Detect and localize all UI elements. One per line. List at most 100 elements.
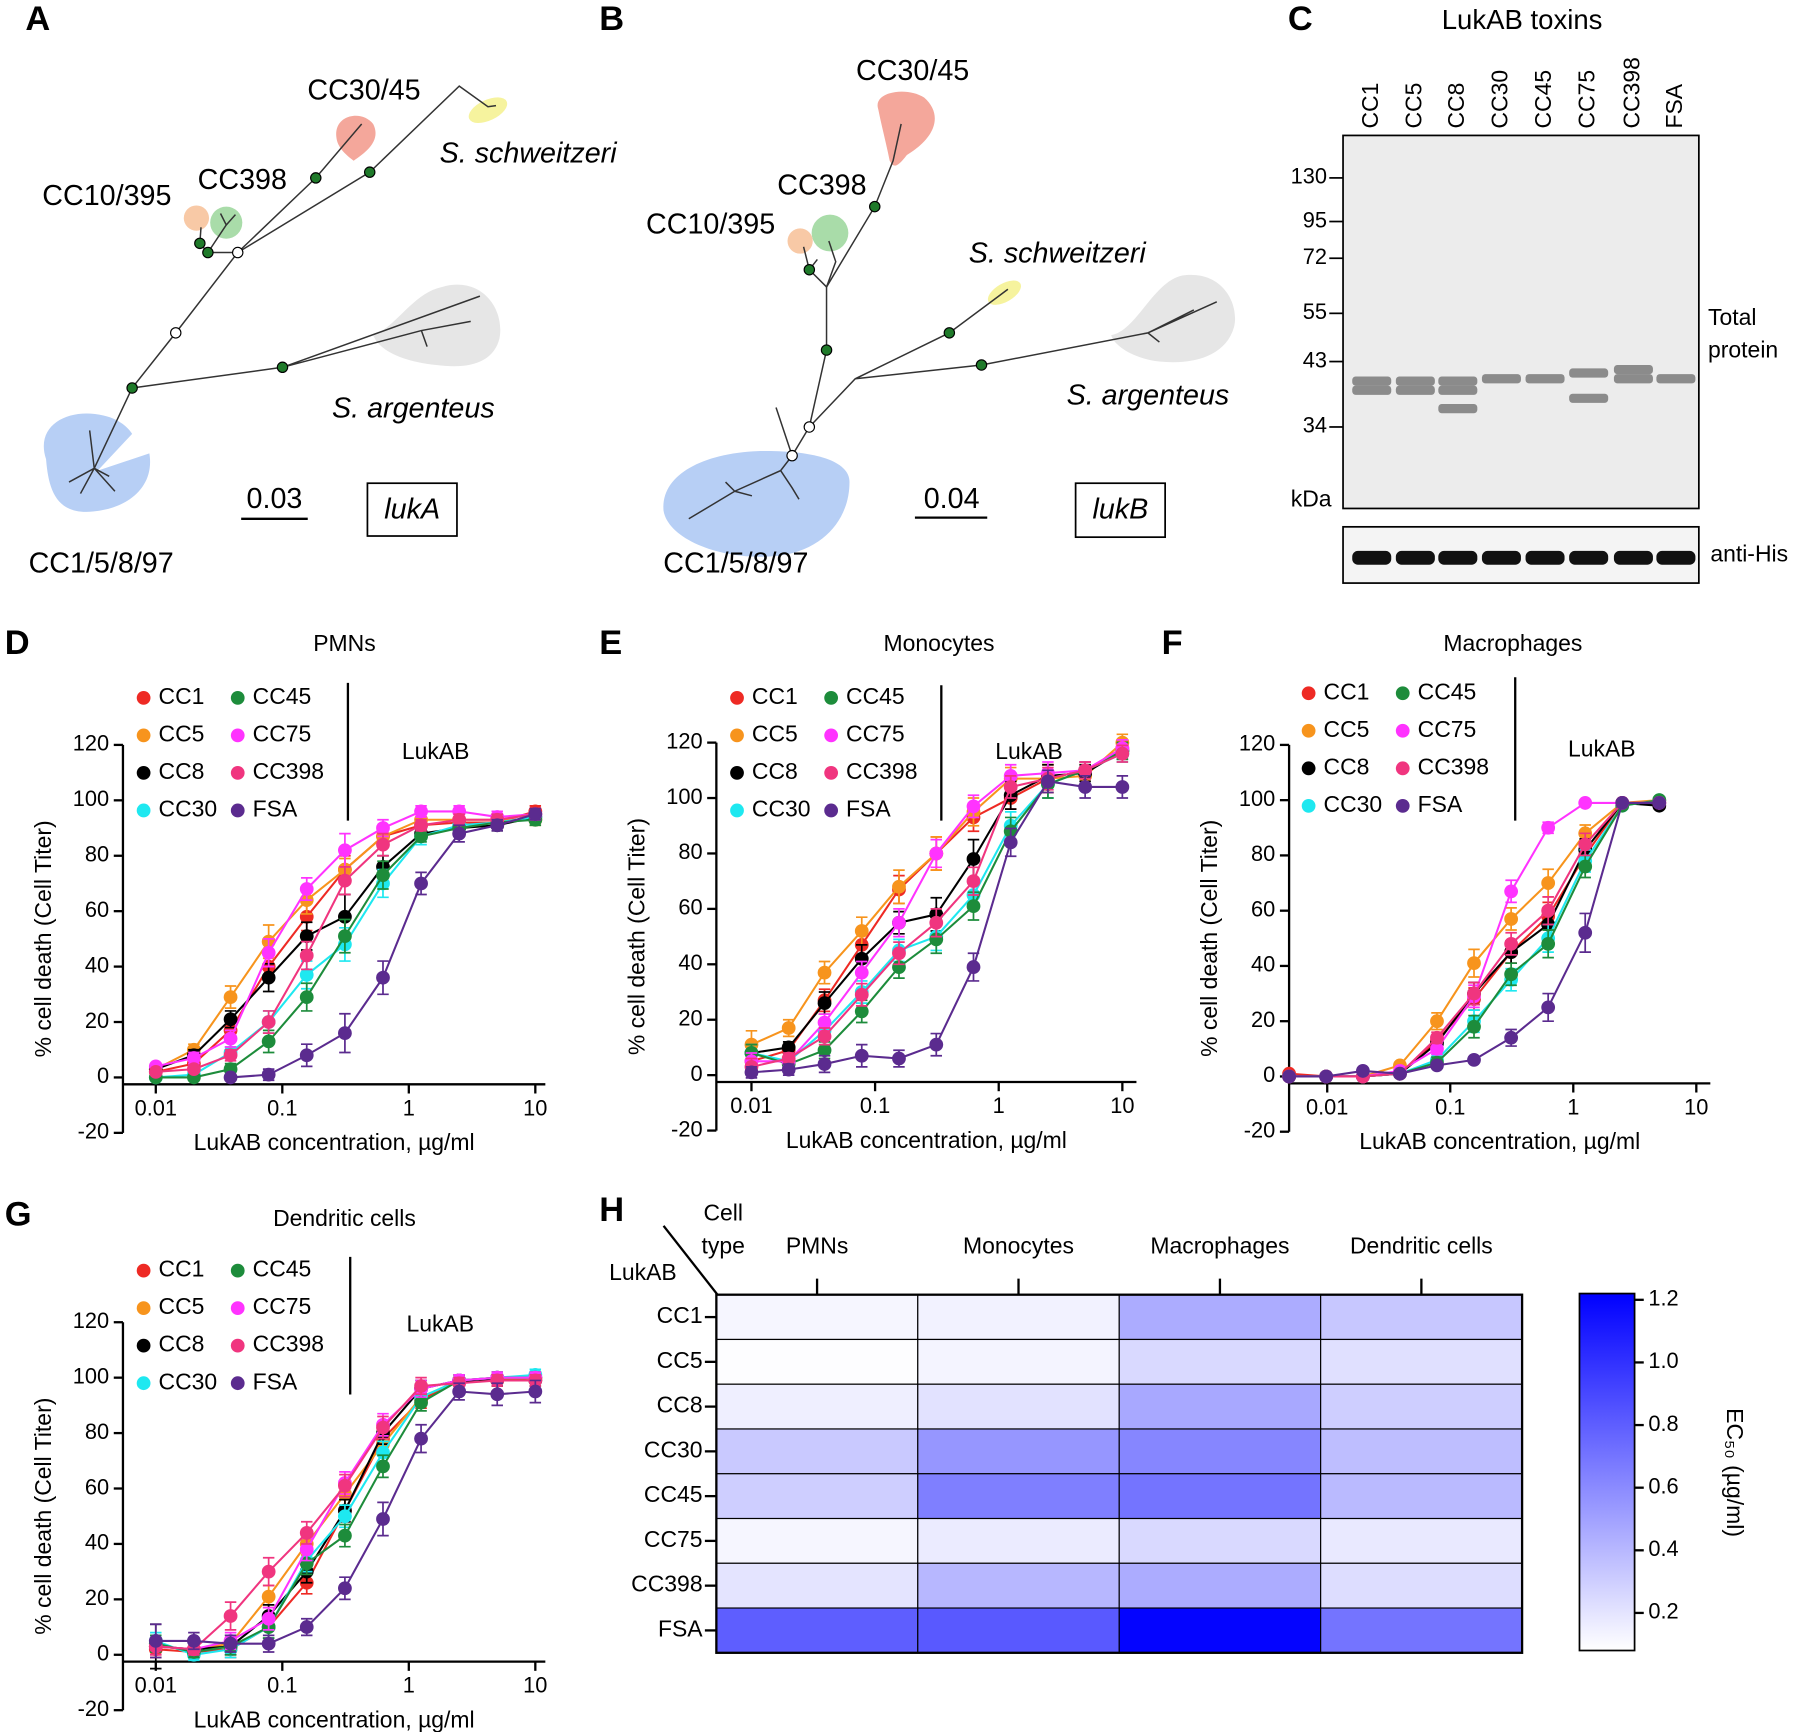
y-tick-label: 20 <box>678 1005 702 1030</box>
data-point <box>223 1012 238 1027</box>
legend-label: CC1 <box>752 683 798 709</box>
data-point <box>414 829 428 844</box>
tree-b: CC30/45 S. schweitzeri CC398 CC10/395 S.… <box>646 55 1236 579</box>
col-label: PMNs <box>786 1233 848 1259</box>
legend-marker <box>730 766 744 780</box>
data-point <box>1578 837 1593 852</box>
legend-marker <box>136 690 151 705</box>
x-tick-label: 0.01 <box>1306 1094 1348 1119</box>
legend-marker <box>230 728 245 743</box>
marker-label: 34 <box>1303 413 1327 438</box>
heat-cell <box>1320 1473 1523 1520</box>
data-point <box>1467 1052 1481 1067</box>
heat-cell <box>1320 1562 1523 1609</box>
data-point <box>299 1542 314 1557</box>
data-point <box>148 1634 163 1648</box>
legend-label: CC45 <box>253 1256 312 1282</box>
legend-marker <box>230 1301 245 1316</box>
data-point <box>892 946 906 961</box>
y-tick-label: 80 <box>85 842 109 867</box>
blot-band <box>1438 550 1478 565</box>
y-tick-label: 60 <box>678 895 702 920</box>
legend-label: CC75 <box>253 720 312 746</box>
lane-label: CC1 <box>1357 83 1383 129</box>
clade-label: CC30/45 <box>307 74 420 106</box>
legend-marker <box>824 728 839 743</box>
series-line <box>751 741 1124 1046</box>
y-tick-label: 0 <box>97 1063 109 1088</box>
legend-label: CC75 <box>846 720 905 746</box>
legend-label: FSA <box>846 796 891 822</box>
line-chart: Monocytes -20 0 20 40 60 80 100 120 0.01 0.1 1 10 Luk… <box>623 630 1137 1153</box>
data-point <box>1430 1030 1444 1045</box>
data-point <box>854 1004 869 1019</box>
col-title: type <box>702 1233 745 1259</box>
line-chart: Dendritic cells -20 0 20 40 60 80 100 120 0.01 0.1… <box>30 1205 547 1732</box>
clade-blob <box>787 228 813 254</box>
line-chart: PMNs -20 0 20 40 60 80 100 120 0.01 0.1 1 10 LukAB co… <box>30 630 547 1155</box>
x-tick-label: 0.01 <box>135 1673 177 1698</box>
clade-blob <box>1111 274 1236 363</box>
legend-marker <box>136 1376 151 1391</box>
clade-label: CC398 <box>777 170 866 202</box>
data-point <box>817 1043 832 1058</box>
data-point <box>1003 835 1018 850</box>
y-tick-label: 80 <box>85 1419 109 1444</box>
lane-label: CC5 <box>1400 83 1426 129</box>
y-axis-label: % cell death (Cell Titer) <box>30 820 56 1057</box>
data-point <box>1282 1069 1296 1084</box>
x-axis-label: LukAB concentration, µg/ml <box>194 1706 475 1732</box>
heat-cell <box>1320 1338 1523 1385</box>
blot-label: anti-His <box>1710 541 1788 567</box>
panel-label: E <box>599 624 622 662</box>
heat-cell <box>917 1428 1120 1475</box>
gel-title: LukAB toxins <box>1442 4 1603 35</box>
legend-label: CC1 <box>159 683 205 709</box>
x-tick-label: 0.1 <box>1435 1094 1465 1119</box>
x-tick-label: 1 <box>403 1095 415 1120</box>
data-point <box>148 1065 163 1079</box>
colorbar-tick-label: 0.6 <box>1648 1473 1678 1498</box>
data-point <box>817 1015 832 1030</box>
y-tick-label: 0 <box>97 1641 109 1666</box>
gel-band <box>1613 374 1653 384</box>
y-axis-label: % cell death (Cell Titer) <box>623 818 649 1055</box>
heat-cell <box>1118 1607 1322 1654</box>
legend-label: CC398 <box>846 758 917 784</box>
legend-marker <box>1301 798 1316 813</box>
y-tick-label: -20 <box>1244 1117 1276 1142</box>
legend-title: LukAB <box>1568 736 1636 762</box>
branch <box>93 123 363 469</box>
row-label: CC8 <box>657 1392 703 1418</box>
data-point <box>299 1048 314 1063</box>
data-point <box>781 1062 796 1077</box>
x-axis-label: LukAB concentration, µg/ml <box>1359 1128 1640 1154</box>
branch <box>725 407 800 500</box>
data-point <box>414 818 428 833</box>
data-point <box>1430 1058 1444 1073</box>
node <box>126 382 138 394</box>
y-tick-label: 60 <box>1251 896 1275 921</box>
legend-label: CC75 <box>253 1293 312 1319</box>
gel-side-label: Total <box>1708 304 1756 330</box>
lane-label: CC45 <box>1530 70 1556 129</box>
data-point <box>1393 1066 1407 1081</box>
data-point <box>1467 1019 1481 1034</box>
clade-label: S. schweitzeri <box>440 138 619 170</box>
y-tick-label: 0 <box>1263 1062 1275 1087</box>
legend-label: CC5 <box>159 1293 205 1319</box>
legend-marker <box>730 803 744 818</box>
data-point <box>223 1609 238 1623</box>
data-point <box>1430 1041 1444 1056</box>
y-tick-label: 100 <box>666 784 702 809</box>
data-point <box>261 1589 276 1604</box>
data-point <box>1541 876 1556 890</box>
panel-label: H <box>599 1191 624 1229</box>
data-point <box>1541 820 1556 835</box>
unit-label: kDa <box>1291 485 1332 511</box>
node <box>975 359 988 371</box>
data-point <box>1078 780 1093 794</box>
y-tick-label: -20 <box>671 1116 703 1141</box>
legend-marker <box>1395 686 1410 701</box>
legend-label: CC30 <box>752 796 811 822</box>
